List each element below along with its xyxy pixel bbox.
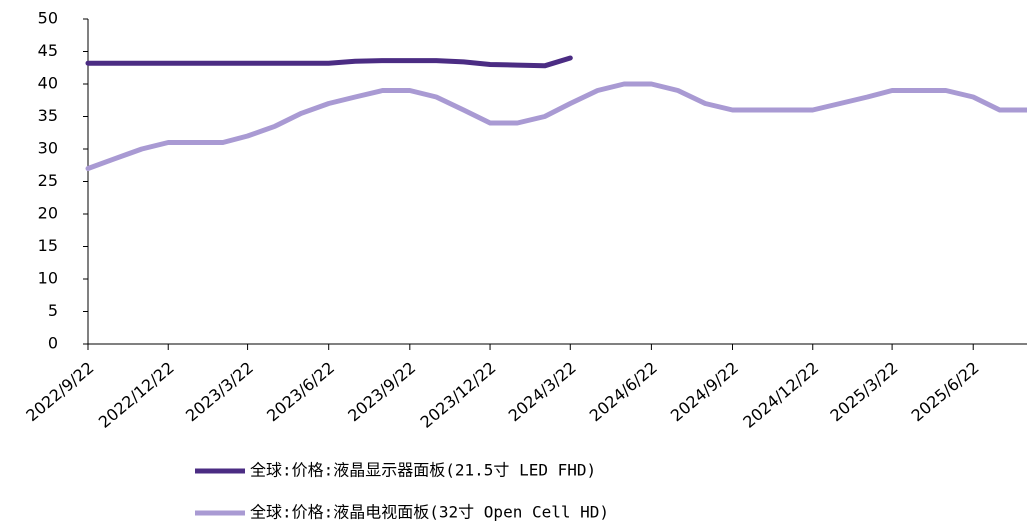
x-tick-label: 2025/3/22 (827, 358, 902, 425)
legend-text: 全球:价格:液晶电视面板(32寸 Open Cell HD) (250, 503, 609, 521)
x-tick-label: 2022/12/22 (95, 358, 178, 432)
y-tick-label: 20 (38, 204, 58, 223)
x-tick-label: 2023/9/22 (344, 358, 419, 425)
legend-text: 全球:价格:液晶显示器面板(21.5寸 LED FHD) (250, 461, 596, 480)
x-tick-label: 2024/6/22 (586, 358, 661, 425)
y-tick-label: 40 (38, 74, 58, 93)
series-line (85, 55, 573, 69)
y-tick-label: 45 (38, 41, 58, 60)
x-tick-label: 2023/3/22 (182, 358, 257, 425)
y-tick-label: 25 (38, 171, 58, 190)
x-tick-label: 2024/3/22 (505, 358, 580, 425)
y-tick-label: 0 (48, 334, 58, 353)
x-tick-label: 2024/12/22 (739, 358, 822, 432)
y-tick-label: 5 (48, 301, 58, 320)
x-tick-label: 2022/9/22 (22, 358, 97, 425)
y-tick-label: 15 (38, 236, 58, 255)
x-tick-label: 2024/9/22 (667, 358, 742, 425)
y-tick-label: 30 (38, 139, 58, 158)
x-tick-label: 2023/6/22 (263, 358, 338, 425)
y-tick-label: 50 (38, 9, 58, 28)
x-tick-label: 2025/6/22 (908, 358, 983, 425)
y-tick-label: 10 (38, 269, 58, 288)
series-line (85, 81, 1027, 171)
x-tick-label: 2023/12/22 (417, 358, 500, 432)
y-tick-label: 35 (38, 106, 58, 125)
